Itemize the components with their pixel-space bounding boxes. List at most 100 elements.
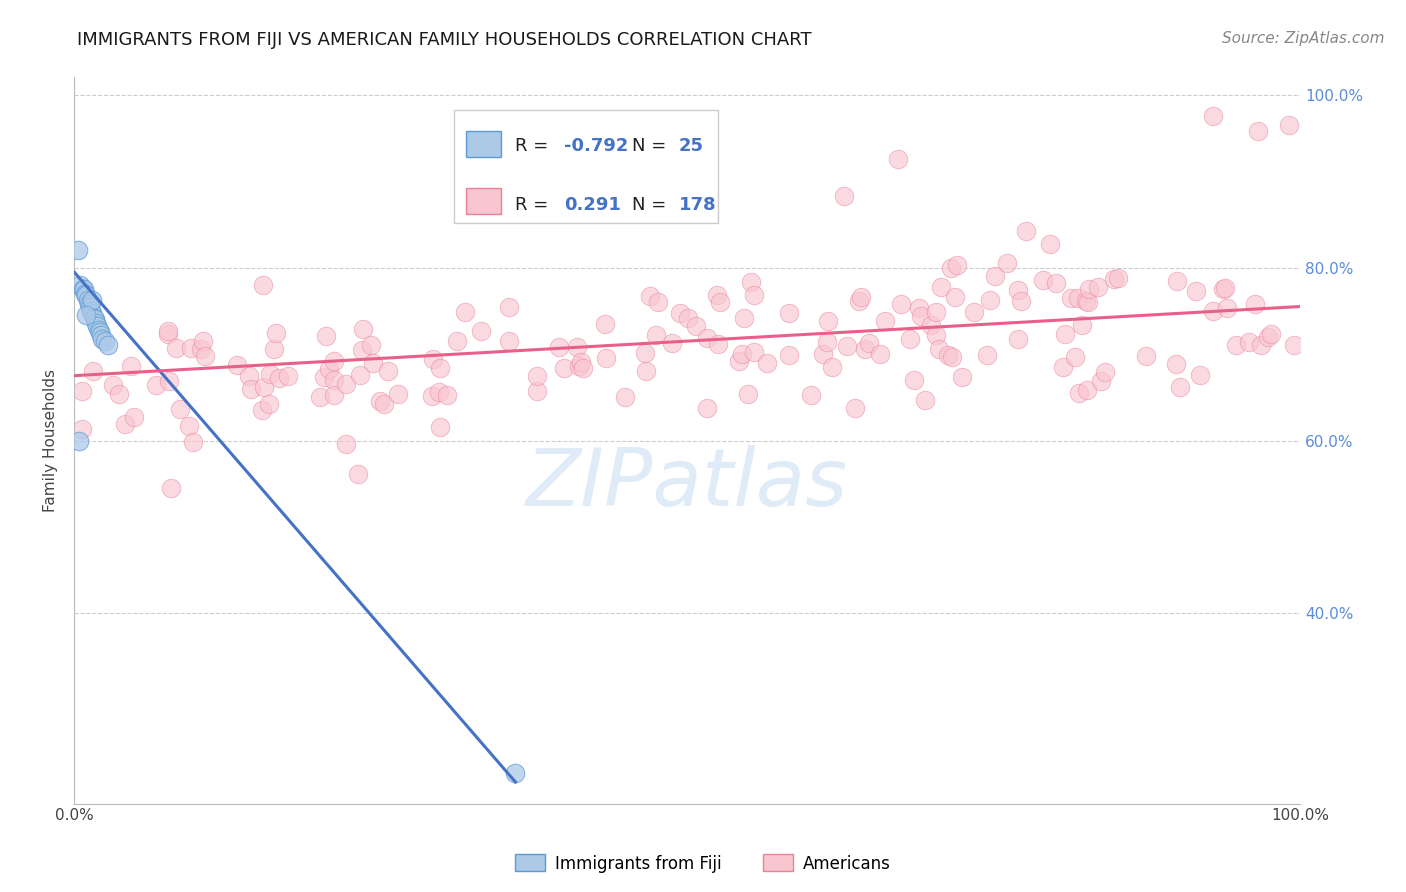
Point — [742, 287, 765, 301]
Point — [312, 369, 335, 384]
Point — [1067, 385, 1090, 400]
Point — [1045, 276, 1067, 290]
Point — [800, 388, 823, 402]
Text: N =: N = — [631, 137, 672, 155]
Point — [250, 403, 273, 417]
Point — [97, 338, 120, 352]
Point — [335, 376, 357, 391]
Point — [1078, 282, 1101, 296]
Point — [422, 352, 444, 367]
Point — [422, 389, 444, 403]
Point — [322, 353, 344, 368]
Point — [815, 335, 838, 350]
Point — [941, 350, 963, 364]
Point — [352, 322, 374, 336]
Point — [446, 334, 468, 348]
Point — [1257, 330, 1279, 344]
Point — [1060, 291, 1083, 305]
Point — [66, 244, 89, 258]
Point — [869, 347, 891, 361]
Text: Source: ZipAtlas.com: Source: ZipAtlas.com — [1222, 31, 1385, 46]
Point — [252, 277, 274, 292]
Point — [498, 300, 520, 314]
FancyBboxPatch shape — [467, 131, 501, 157]
Point — [984, 269, 1007, 284]
Point — [368, 394, 391, 409]
Point — [77, 297, 100, 311]
Point — [837, 339, 859, 353]
Point — [939, 260, 962, 275]
Point — [505, 766, 527, 780]
Point — [257, 397, 280, 411]
Point — [898, 332, 921, 346]
Point — [165, 342, 187, 356]
Point — [914, 392, 936, 407]
Point — [79, 301, 101, 315]
Point — [950, 370, 973, 384]
Point — [595, 351, 617, 365]
Point — [263, 342, 285, 356]
Point — [1067, 291, 1090, 305]
Point — [1215, 301, 1237, 316]
Point — [817, 314, 839, 328]
Point — [269, 371, 291, 385]
Point — [238, 368, 260, 383]
Point — [226, 358, 249, 372]
Point — [740, 275, 762, 289]
Point — [75, 288, 97, 302]
Point — [361, 356, 384, 370]
Point — [887, 152, 910, 166]
Point — [1039, 237, 1062, 252]
Point — [647, 294, 669, 309]
Point — [565, 340, 588, 354]
Point — [72, 282, 94, 296]
Point — [634, 364, 657, 378]
Point — [160, 481, 183, 495]
Point — [436, 387, 458, 401]
Point — [72, 422, 94, 436]
Point — [1007, 283, 1029, 297]
Point — [157, 327, 180, 342]
Point — [470, 324, 492, 338]
Point — [844, 401, 866, 416]
Point — [347, 467, 370, 481]
Point — [454, 305, 477, 319]
Point — [593, 317, 616, 331]
Point — [727, 353, 749, 368]
Point — [80, 303, 103, 318]
Point — [101, 378, 124, 392]
Point — [976, 348, 998, 362]
Point — [696, 331, 718, 345]
Point — [145, 377, 167, 392]
Point — [1076, 383, 1098, 397]
Point — [1164, 358, 1187, 372]
Point — [742, 345, 765, 359]
Point — [70, 384, 93, 398]
Point — [661, 336, 683, 351]
Point — [1277, 118, 1299, 132]
Point — [122, 410, 145, 425]
Point — [67, 434, 90, 448]
Point — [1284, 338, 1306, 352]
Point — [676, 311, 699, 326]
Text: IMMIGRANTS FROM FIJI VS AMERICAN FAMILY HOUSEHOLDS CORRELATION CHART: IMMIGRANTS FROM FIJI VS AMERICAN FAMILY … — [77, 31, 811, 49]
Point — [1010, 293, 1032, 308]
Point — [349, 368, 371, 382]
Point — [1032, 273, 1054, 287]
Point — [1015, 224, 1038, 238]
Text: 25: 25 — [679, 137, 703, 155]
Text: -0.792: -0.792 — [564, 137, 628, 155]
Point — [1244, 297, 1267, 311]
Point — [548, 340, 571, 354]
Point — [169, 402, 191, 417]
Point — [943, 290, 966, 304]
Point — [613, 391, 636, 405]
Point — [709, 294, 731, 309]
Point — [526, 384, 548, 398]
Point — [832, 188, 855, 202]
Point — [84, 312, 107, 326]
Point — [733, 311, 755, 326]
Text: N =: N = — [631, 195, 672, 213]
Point — [120, 359, 142, 374]
Point — [69, 277, 91, 292]
